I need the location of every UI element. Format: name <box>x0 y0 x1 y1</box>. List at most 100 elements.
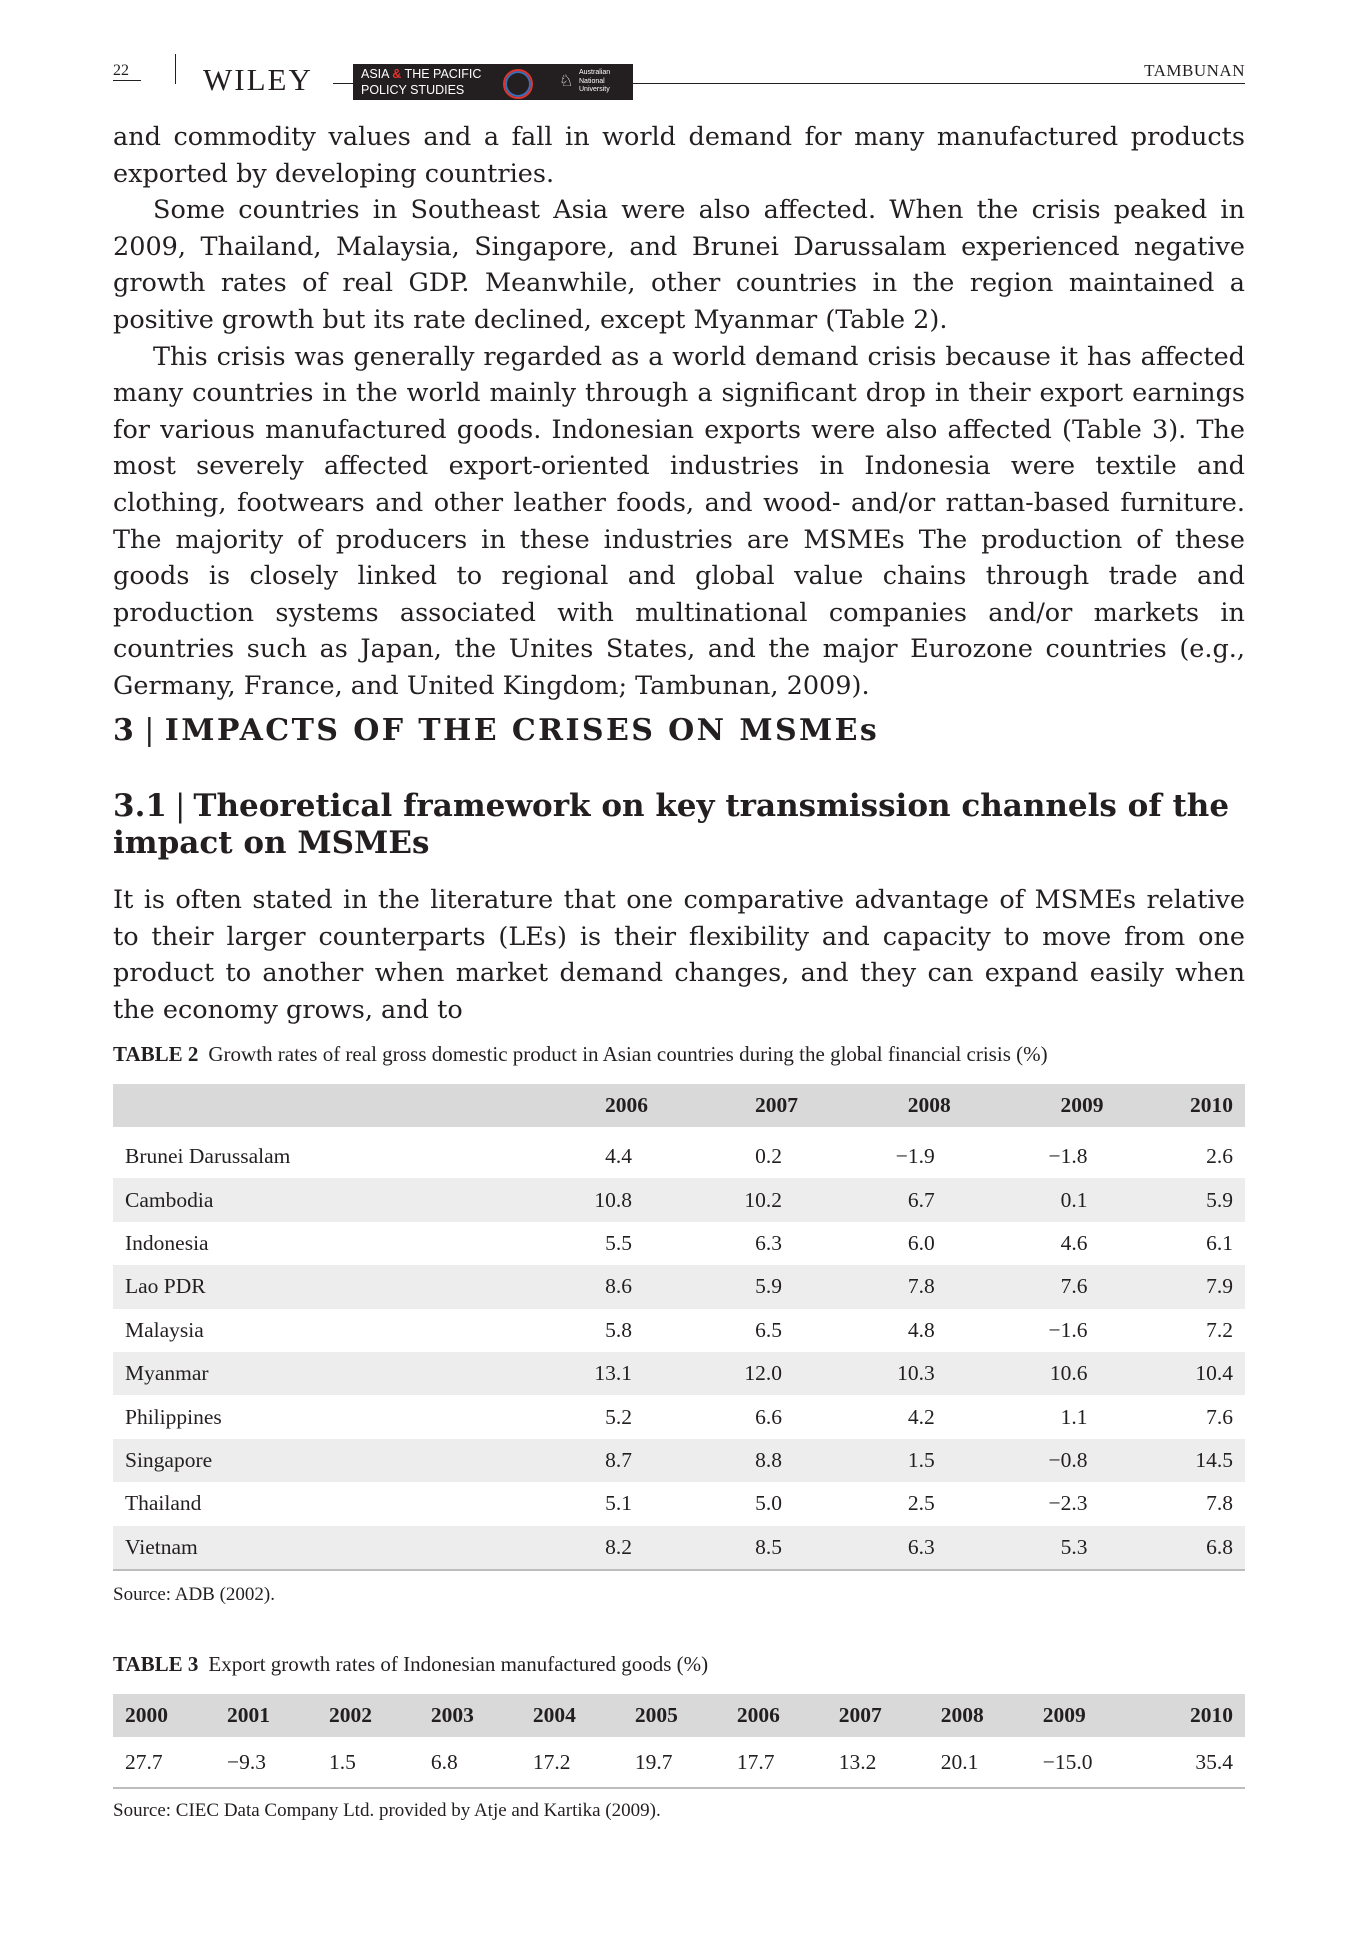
table-row: Myanmar 13.1 12.0 10.3 10.6 10.4 <box>113 1351 1245 1396</box>
table3-caption: TABLE 3 Export growth rates of Indonesian… <box>113 1652 709 1676</box>
column-header: 2006 <box>724 1694 827 1737</box>
value-cell: 12.0 <box>660 1351 811 1396</box>
value-cell: 8.5 <box>660 1525 811 1571</box>
value-cell: 10.2 <box>660 1178 811 1222</box>
body-text: and commodity values and a fall in world… <box>113 119 1245 705</box>
value-cell: 7.2 <box>1206 1317 1233 1342</box>
value-cell: 7.6 <box>962 1265 1116 1309</box>
value-cell: 5.1 <box>605 1491 632 1516</box>
journal-title-line1: ASIA & THE PACIFIC <box>361 67 482 81</box>
value-cell: 35.4 <box>1142 1737 1245 1789</box>
value-cell: 17.2 <box>520 1737 623 1789</box>
column-header: 2004 <box>520 1694 623 1737</box>
page-header: 22 WILEY ASIA & THE PACIFIC POLICY STUDI… <box>113 52 1245 108</box>
table-row: 27.7 −9.3 1.5 6.8 17.2 19.7 17.7 13.2 20.1 −15.0 3… <box>113 1737 1245 1789</box>
column-header: 2010 <box>1115 1084 1245 1127</box>
value-cell: 2.6 <box>1206 1144 1233 1169</box>
country-cell: Malaysia <box>125 1317 204 1342</box>
country-cell: Cambodia <box>113 1178 510 1222</box>
value-cell: 10.4 <box>1115 1351 1245 1396</box>
paragraph: Some countries in Southeast Asia were al… <box>113 195 1245 335</box>
value-cell: −2.3 <box>1048 1491 1088 1516</box>
subsection-text: It is often stated in the literature tha… <box>113 882 1245 1028</box>
value-cell: 20.1 <box>928 1737 1031 1789</box>
value-cell: −1.9 <box>895 1144 935 1169</box>
header-divider <box>175 54 176 84</box>
page-number-rule <box>113 80 141 81</box>
paragraph: It is often stated in the literature tha… <box>113 885 1245 1025</box>
value-cell: 4.4 <box>605 1144 632 1169</box>
column-header: 2002 <box>316 1694 419 1737</box>
table2-caption: TABLE 2 Growth rates of real gross domest… <box>113 1042 1048 1066</box>
table-row: Singapore 8.7 8.8 1.5 −0.8 14.5 <box>113 1438 1245 1483</box>
value-cell: 6.3 <box>810 1525 963 1571</box>
value-cell: 6.8 <box>1115 1525 1245 1571</box>
column-header <box>113 1084 510 1127</box>
country-cell: Lao PDR <box>113 1265 510 1309</box>
value-cell: 27.7 <box>113 1737 215 1789</box>
table-row: Thailand 5.1 5.0 2.5 −2.3 7.8 <box>113 1482 1245 1525</box>
value-cell: 8.7 <box>509 1438 660 1483</box>
value-cell: 6.8 <box>418 1737 521 1789</box>
column-header: 2008 <box>928 1694 1031 1737</box>
value-cell: 4.8 <box>907 1317 935 1342</box>
value-cell: 1.5 <box>810 1438 963 1483</box>
table-row: Indonesia 5.5 6.3 6.0 4.6 6.1 <box>113 1222 1245 1265</box>
value-cell: 5.9 <box>660 1265 811 1309</box>
table-row: Brunei Darussalam 4.4 0.2 −1.9 −1.8 2.6 <box>113 1135 1245 1178</box>
value-cell: 7.8 <box>1206 1491 1233 1516</box>
value-cell: 5.2 <box>605 1404 632 1429</box>
table3-source: Source: CIEC Data Company Ltd. provided … <box>113 1800 661 1821</box>
value-cell: 6.1 <box>1206 1230 1233 1255</box>
value-cell: 19.7 <box>622 1737 725 1789</box>
value-cell: 14.5 <box>1115 1438 1245 1483</box>
value-cell: −9.3 <box>214 1737 317 1789</box>
country-cell: Vietnam <box>113 1525 510 1571</box>
value-cell: −15.0 <box>1030 1737 1143 1789</box>
value-cell: 5.8 <box>605 1317 632 1342</box>
value-cell: 4.2 <box>907 1404 935 1429</box>
value-cell: 7.8 <box>810 1265 963 1309</box>
column-header: 2007 <box>826 1694 929 1737</box>
globe-icon <box>503 69 533 99</box>
value-cell: 17.7 <box>724 1737 827 1789</box>
column-header: 2010 <box>1142 1694 1245 1737</box>
university-crest-icon: ♘ <box>559 73 574 90</box>
column-header: 2003 <box>418 1694 521 1737</box>
header-rule <box>333 83 1245 84</box>
value-cell: −0.8 <box>962 1438 1116 1483</box>
value-cell: 1.5 <box>316 1737 419 1789</box>
value-cell: 6.6 <box>755 1404 783 1429</box>
value-cell: 7.9 <box>1115 1265 1245 1309</box>
column-header: 2006 <box>509 1084 660 1127</box>
value-cell: 5.0 <box>755 1491 783 1516</box>
subsection-heading: 3.1 | Theoretical framework on key transmi… <box>113 788 1230 861</box>
column-header: 2009 <box>962 1084 1116 1127</box>
column-header: 2001 <box>214 1694 317 1737</box>
table-row: Lao PDR 8.6 5.9 7.8 7.6 7.9 <box>113 1265 1245 1309</box>
journal-banner: ASIA & THE PACIFIC POLICY STUDIES ♘ Aust… <box>353 64 633 100</box>
table-row: Vietnam 8.2 8.5 6.3 5.3 6.8 <box>113 1525 1245 1571</box>
paragraph: and commodity values and a fall in world… <box>113 122 1245 189</box>
country-cell: Myanmar <box>113 1351 510 1396</box>
value-cell: 0.2 <box>755 1144 783 1169</box>
value-cell: 6.7 <box>810 1178 963 1222</box>
table-spacer <box>113 1127 1245 1135</box>
value-cell: 8.6 <box>509 1265 660 1309</box>
column-header: 2007 <box>660 1084 811 1127</box>
column-header: 2009 <box>1030 1694 1143 1737</box>
value-cell: 5.9 <box>1115 1178 1245 1222</box>
value-cell: 0.1 <box>962 1178 1116 1222</box>
value-cell: 10.6 <box>962 1351 1116 1396</box>
value-cell: −1.6 <box>1048 1317 1088 1342</box>
table-row: Philippines 5.2 6.6 4.2 1.1 7.6 <box>113 1395 1245 1438</box>
value-cell: 13.1 <box>509 1351 660 1396</box>
table-row: Cambodia 10.8 10.2 6.7 0.1 5.9 <box>113 1178 1245 1222</box>
table2-source: Source: ADB (2002). <box>113 1584 276 1605</box>
page-number: 22 <box>113 62 129 79</box>
value-cell: 2.5 <box>907 1491 935 1516</box>
country-cell: Singapore <box>113 1438 510 1483</box>
table3: 2000 2001 2002 2003 2004 2005 2006 2007 2008 2009… <box>113 1694 1245 1789</box>
section-heading: 3 | IMPACTS OF THE CRISES ON MSMEs <box>113 713 880 748</box>
